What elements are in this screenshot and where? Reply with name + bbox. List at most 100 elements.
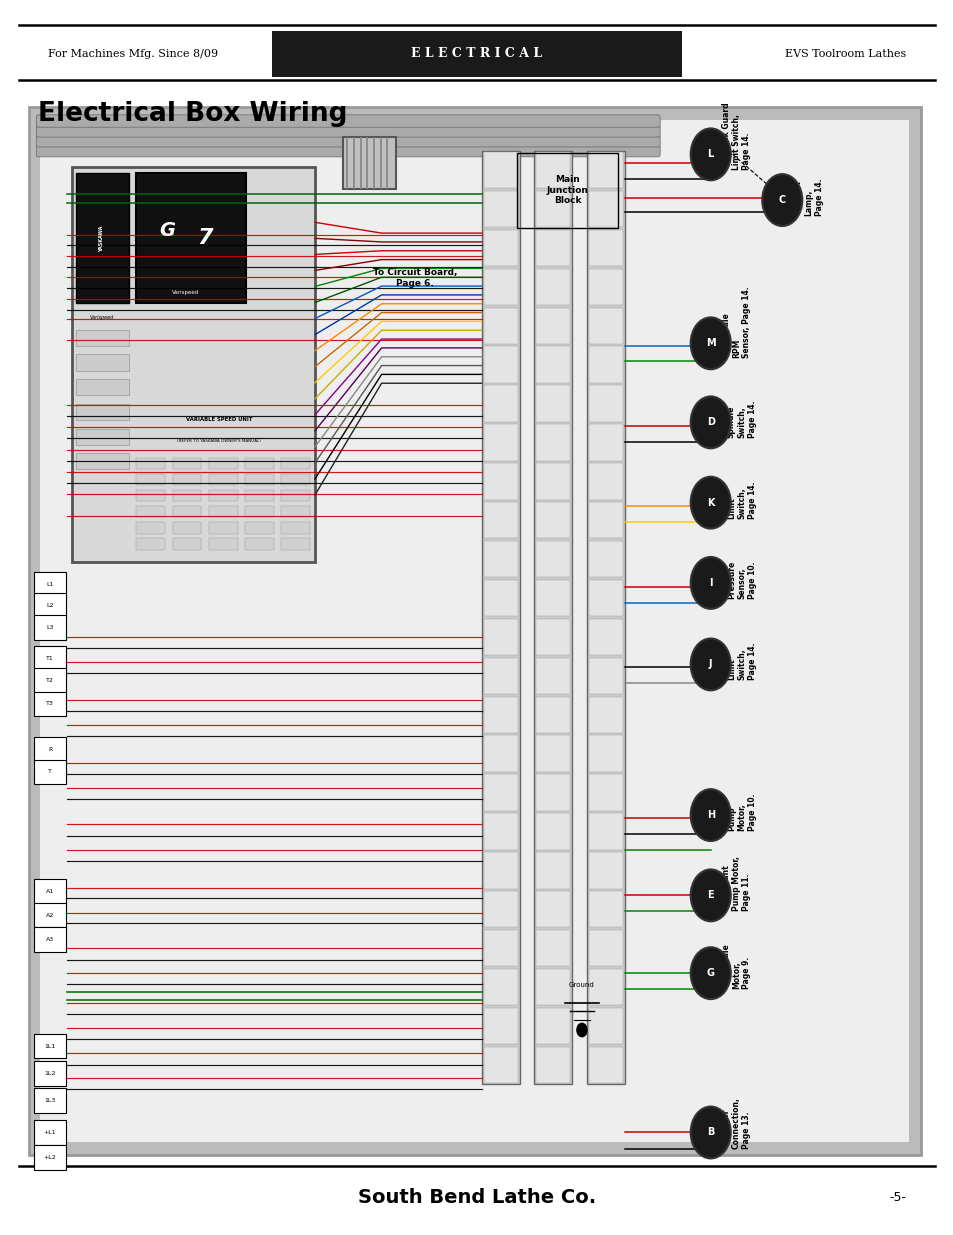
Text: J: J (708, 659, 712, 669)
Text: L2: L2 (47, 603, 53, 608)
FancyBboxPatch shape (588, 619, 622, 655)
FancyBboxPatch shape (209, 474, 237, 485)
FancyBboxPatch shape (209, 522, 237, 534)
FancyBboxPatch shape (136, 458, 165, 469)
Text: L3: L3 (47, 625, 53, 630)
FancyBboxPatch shape (29, 107, 920, 1155)
FancyBboxPatch shape (536, 892, 570, 927)
FancyBboxPatch shape (536, 152, 570, 188)
FancyBboxPatch shape (281, 506, 310, 517)
Text: For Machines Mfg. Since 8/09: For Machines Mfg. Since 8/09 (48, 48, 217, 59)
FancyBboxPatch shape (209, 458, 237, 469)
FancyBboxPatch shape (172, 522, 201, 534)
Text: L: L (707, 149, 713, 159)
Circle shape (690, 947, 730, 999)
FancyBboxPatch shape (71, 167, 314, 562)
FancyBboxPatch shape (536, 774, 570, 810)
FancyBboxPatch shape (245, 458, 274, 469)
Text: T1: T1 (46, 656, 54, 661)
Text: A2: A2 (46, 913, 54, 918)
Text: To Coolant
Pump Motor,
Page 11.: To Coolant Pump Motor, Page 11. (720, 857, 751, 911)
FancyBboxPatch shape (536, 541, 570, 578)
Text: 7: 7 (197, 228, 213, 248)
Circle shape (690, 638, 730, 690)
Text: To Brake
Limit
Switch,
Page 14.: To Brake Limit Switch, Page 14. (716, 482, 756, 519)
FancyBboxPatch shape (483, 852, 517, 889)
FancyBboxPatch shape (588, 968, 622, 1005)
FancyBboxPatch shape (586, 151, 624, 1084)
Text: Electrical Box Wiring: Electrical Box Wiring (38, 101, 347, 127)
FancyBboxPatch shape (536, 308, 570, 343)
FancyBboxPatch shape (136, 490, 165, 501)
FancyBboxPatch shape (281, 490, 310, 501)
FancyBboxPatch shape (34, 1061, 66, 1086)
Text: 1L1: 1L1 (45, 1044, 55, 1049)
Text: +L1: +L1 (44, 1130, 56, 1135)
Text: G: G (159, 221, 174, 241)
FancyBboxPatch shape (588, 190, 622, 227)
Text: M: M (705, 338, 715, 348)
FancyBboxPatch shape (536, 385, 570, 422)
FancyBboxPatch shape (483, 968, 517, 1005)
FancyBboxPatch shape (588, 425, 622, 461)
Text: T: T (48, 769, 52, 774)
FancyBboxPatch shape (588, 463, 622, 500)
Text: K: K (706, 498, 714, 508)
FancyBboxPatch shape (136, 538, 165, 550)
FancyBboxPatch shape (40, 120, 908, 1142)
FancyBboxPatch shape (588, 503, 622, 538)
FancyBboxPatch shape (588, 697, 622, 734)
FancyBboxPatch shape (34, 615, 66, 640)
Text: Varispeed: Varispeed (90, 315, 114, 320)
FancyBboxPatch shape (536, 190, 570, 227)
FancyBboxPatch shape (281, 458, 310, 469)
FancyBboxPatch shape (245, 522, 274, 534)
Circle shape (690, 789, 730, 841)
FancyBboxPatch shape (483, 1047, 517, 1083)
Circle shape (690, 869, 730, 921)
FancyBboxPatch shape (76, 379, 129, 395)
FancyBboxPatch shape (481, 151, 519, 1084)
FancyBboxPatch shape (76, 453, 129, 469)
FancyBboxPatch shape (536, 930, 570, 966)
FancyBboxPatch shape (536, 463, 570, 500)
FancyBboxPatch shape (536, 580, 570, 616)
FancyBboxPatch shape (76, 404, 129, 420)
FancyBboxPatch shape (172, 458, 201, 469)
Text: D: D (706, 417, 714, 427)
FancyBboxPatch shape (483, 736, 517, 772)
FancyBboxPatch shape (172, 538, 201, 550)
Circle shape (690, 396, 730, 448)
FancyBboxPatch shape (483, 308, 517, 343)
FancyBboxPatch shape (34, 879, 66, 904)
FancyBboxPatch shape (588, 580, 622, 616)
FancyBboxPatch shape (34, 668, 66, 693)
FancyBboxPatch shape (34, 737, 66, 762)
FancyBboxPatch shape (536, 425, 570, 461)
FancyBboxPatch shape (483, 347, 517, 383)
FancyBboxPatch shape (36, 144, 659, 157)
Text: Ground: Ground (569, 982, 594, 988)
FancyBboxPatch shape (536, 1008, 570, 1045)
Text: YASKAWA: YASKAWA (99, 225, 105, 252)
Text: (REFER TO YASKAWA OWNER'S MANUAL): (REFER TO YASKAWA OWNER'S MANUAL) (177, 438, 261, 443)
Text: B: B (706, 1128, 714, 1137)
FancyBboxPatch shape (172, 490, 201, 501)
FancyBboxPatch shape (281, 474, 310, 485)
Text: To
Spindle
Switch,
Page 14.: To Spindle Switch, Page 14. (716, 401, 756, 438)
FancyBboxPatch shape (76, 354, 129, 370)
Text: H: H (706, 810, 714, 820)
FancyBboxPatch shape (588, 385, 622, 422)
FancyBboxPatch shape (536, 503, 570, 538)
Text: T2: T2 (46, 678, 54, 683)
FancyBboxPatch shape (34, 1120, 66, 1145)
FancyBboxPatch shape (588, 308, 622, 343)
FancyBboxPatch shape (588, 1047, 622, 1083)
FancyBboxPatch shape (536, 852, 570, 889)
FancyBboxPatch shape (76, 173, 129, 303)
FancyBboxPatch shape (34, 593, 66, 618)
FancyBboxPatch shape (483, 503, 517, 538)
Text: E L E C T R I C A L: E L E C T R I C A L (411, 47, 542, 61)
FancyBboxPatch shape (34, 646, 66, 671)
Text: EVS Toolroom Lathes: EVS Toolroom Lathes (784, 48, 905, 59)
